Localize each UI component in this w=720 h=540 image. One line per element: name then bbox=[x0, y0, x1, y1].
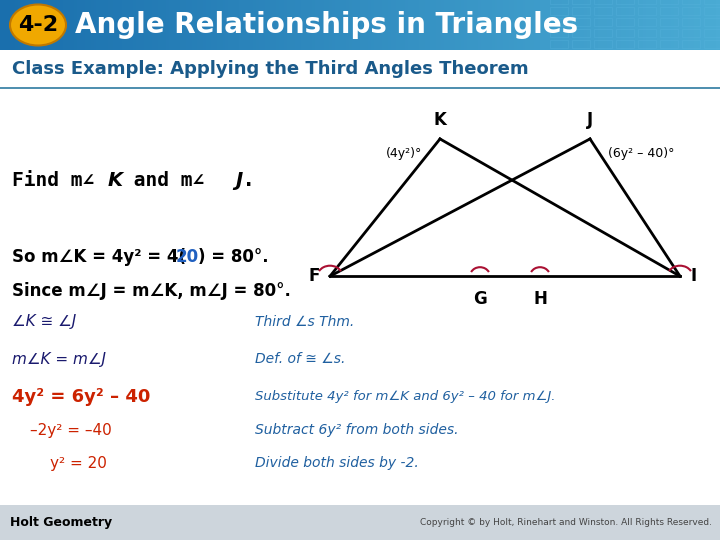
Text: Divide both sides by -2.: Divide both sides by -2. bbox=[255, 456, 419, 470]
Bar bbox=[572, 18, 590, 26]
Text: J: J bbox=[235, 171, 242, 190]
Bar bbox=[616, 18, 634, 26]
Bar bbox=[638, 40, 656, 48]
Text: 20: 20 bbox=[176, 248, 199, 266]
Bar bbox=[638, 0, 656, 4]
Bar bbox=[704, 40, 720, 48]
Text: K: K bbox=[108, 171, 123, 190]
Bar bbox=[616, 0, 634, 4]
Text: Angle Relationships in Triangles: Angle Relationships in Triangles bbox=[75, 11, 578, 39]
Bar bbox=[704, 18, 720, 26]
Bar bbox=[572, 40, 590, 48]
Bar bbox=[550, 18, 568, 26]
Text: Copyright © by Holt, Rinehart and Winston. All Rights Reserved.: Copyright © by Holt, Rinehart and Winsto… bbox=[420, 518, 712, 527]
Bar bbox=[550, 7, 568, 15]
Ellipse shape bbox=[10, 4, 66, 45]
Bar bbox=[682, 29, 700, 37]
Text: I: I bbox=[690, 267, 696, 285]
Text: m∠K = m∠J: m∠K = m∠J bbox=[12, 352, 106, 367]
Bar bbox=[616, 7, 634, 15]
Text: So m∠K = 4y² = 4(: So m∠K = 4y² = 4( bbox=[12, 248, 186, 266]
Bar bbox=[550, 0, 568, 4]
Bar bbox=[660, 40, 678, 48]
Bar bbox=[660, 29, 678, 37]
Bar bbox=[594, 0, 612, 4]
Text: Subtract 6y² from both sides.: Subtract 6y² from both sides. bbox=[255, 423, 459, 437]
Text: 4y² = 6y² – 40: 4y² = 6y² – 40 bbox=[12, 388, 150, 406]
Bar bbox=[704, 29, 720, 37]
Text: K: K bbox=[433, 111, 446, 129]
Bar bbox=[594, 29, 612, 37]
Bar bbox=[660, 7, 678, 15]
Text: J: J bbox=[587, 111, 593, 129]
Text: Holt Geometry: Holt Geometry bbox=[10, 516, 112, 529]
Bar bbox=[616, 40, 634, 48]
Bar bbox=[660, 18, 678, 26]
Text: y² = 20: y² = 20 bbox=[50, 456, 107, 471]
Text: Since m∠J = m∠K, m∠J = 80°.: Since m∠J = m∠K, m∠J = 80°. bbox=[12, 282, 291, 300]
Bar bbox=[704, 0, 720, 4]
Bar bbox=[682, 18, 700, 26]
Bar bbox=[638, 29, 656, 37]
Text: –2y² = –40: –2y² = –40 bbox=[30, 423, 112, 437]
Text: Class Example: Applying the Third Angles Theorem: Class Example: Applying the Third Angles… bbox=[12, 59, 528, 78]
Text: (4y²)°: (4y²)° bbox=[386, 147, 422, 160]
Bar bbox=[638, 18, 656, 26]
Text: Find m∠: Find m∠ bbox=[12, 171, 94, 190]
Bar bbox=[638, 7, 656, 15]
Text: ∠K ≅ ∠J: ∠K ≅ ∠J bbox=[12, 314, 76, 329]
Text: .: . bbox=[245, 171, 253, 190]
Text: 4-2: 4-2 bbox=[18, 15, 58, 35]
Bar bbox=[660, 0, 678, 4]
Bar bbox=[550, 40, 568, 48]
Text: F: F bbox=[309, 267, 320, 285]
Text: H: H bbox=[533, 290, 547, 308]
Text: Substitute 4y² for m∠K and 6y² – 40 for m∠J.: Substitute 4y² for m∠K and 6y² – 40 for … bbox=[255, 390, 556, 403]
Bar bbox=[550, 29, 568, 37]
Text: and m∠: and m∠ bbox=[122, 171, 204, 190]
Bar bbox=[0, 87, 720, 89]
Text: Third ∠s Thm.: Third ∠s Thm. bbox=[255, 315, 354, 329]
Bar bbox=[594, 7, 612, 15]
Text: G: G bbox=[473, 290, 487, 308]
Bar bbox=[682, 0, 700, 4]
Text: ) = 80°.: ) = 80°. bbox=[198, 248, 269, 266]
Bar bbox=[704, 7, 720, 15]
Bar bbox=[572, 29, 590, 37]
Text: Def. of ≅ ∠s.: Def. of ≅ ∠s. bbox=[255, 353, 346, 367]
Bar bbox=[682, 7, 700, 15]
Bar bbox=[572, 0, 590, 4]
Bar bbox=[594, 18, 612, 26]
Text: (6y² – 40)°: (6y² – 40)° bbox=[608, 147, 675, 160]
Bar bbox=[594, 40, 612, 48]
Bar bbox=[572, 7, 590, 15]
Bar bbox=[616, 29, 634, 37]
Bar bbox=[682, 40, 700, 48]
